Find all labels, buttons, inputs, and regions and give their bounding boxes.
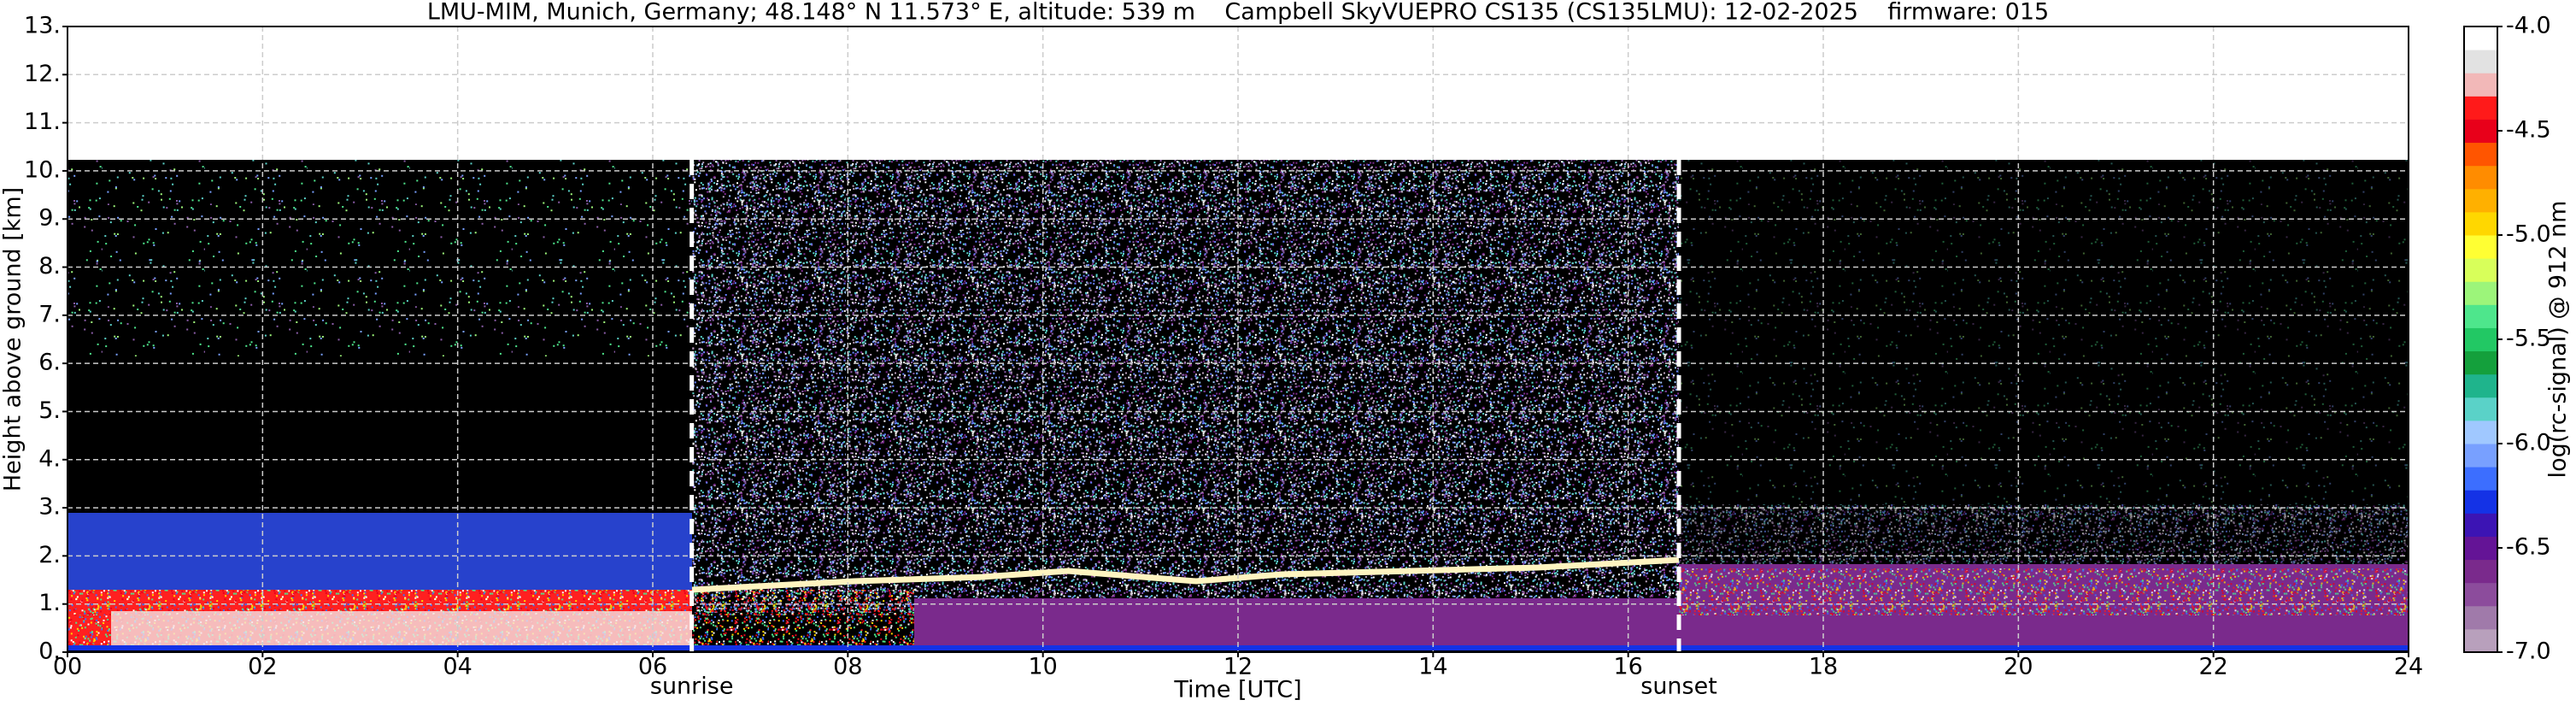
x-tick-label: 06 bbox=[638, 654, 667, 680]
heatmap-layer bbox=[692, 590, 914, 645]
y-tick-label: 1. bbox=[38, 590, 61, 616]
y-tick-label: 7. bbox=[38, 301, 61, 327]
y-tick-label: 11. bbox=[24, 109, 61, 135]
x-tick-label: 16 bbox=[1613, 654, 1642, 680]
x-tick-label: 10 bbox=[1028, 654, 1057, 680]
x-tick-label: 04 bbox=[443, 654, 472, 680]
colorbar-tick-label: -6.0 bbox=[2506, 430, 2551, 456]
colorbar-segment bbox=[2464, 50, 2497, 74]
colorbar-segment bbox=[2464, 235, 2497, 259]
plot-frame bbox=[67, 26, 2409, 653]
colorbar-tick-label: -5.0 bbox=[2506, 221, 2551, 248]
colorbar-segment bbox=[2464, 281, 2497, 305]
colorbar-segment bbox=[2464, 327, 2497, 352]
colorbar-segment bbox=[2464, 304, 2497, 328]
x-tick-label: 12 bbox=[1223, 654, 1253, 680]
heatmap-layer bbox=[67, 513, 692, 594]
y-tick-label: 8. bbox=[38, 253, 61, 279]
x-tick-label: 20 bbox=[2004, 654, 2033, 680]
heatmap-noise bbox=[1679, 504, 2409, 573]
annotation-label: sunrise bbox=[650, 674, 734, 700]
colorbar-segment bbox=[2464, 628, 2497, 653]
heatmap-layer bbox=[914, 598, 1679, 648]
colorbar-segment bbox=[2464, 165, 2497, 190]
heatmap-noise bbox=[692, 160, 1679, 613]
colorbar-segment bbox=[2464, 559, 2497, 584]
x-tick-label: 00 bbox=[53, 654, 82, 680]
colorbar-segment bbox=[2464, 374, 2497, 398]
heatmap-noise bbox=[67, 160, 692, 356]
x-axis-label: Time [UTC] bbox=[1173, 677, 1301, 703]
annotation-label: sunset bbox=[1640, 674, 1717, 700]
y-tick-label: 13. bbox=[24, 13, 61, 39]
heatmap-layer-top bbox=[691, 556, 1680, 593]
y-tick-label: 5. bbox=[38, 397, 61, 424]
colorbar-segment bbox=[2464, 188, 2497, 213]
heatmap-noise bbox=[1679, 160, 2409, 519]
y-tick-label: 6. bbox=[38, 350, 61, 376]
x-tick-label: 24 bbox=[2394, 654, 2423, 680]
colorbar-segment bbox=[2464, 444, 2497, 468]
y-tick-label: 12. bbox=[24, 61, 61, 87]
x-tick-label: 18 bbox=[1809, 654, 1838, 680]
colorbar-segment bbox=[2464, 258, 2497, 282]
colorbar-segment bbox=[2464, 142, 2497, 167]
x-tick-label: 14 bbox=[1418, 654, 1447, 680]
x-tick-label: 22 bbox=[2198, 654, 2227, 680]
y-tick-label: 3. bbox=[38, 494, 61, 521]
colorbar-tick-label: -5.5 bbox=[2506, 326, 2551, 352]
colorbar-segment bbox=[2464, 350, 2497, 375]
y-tick-label: 0. bbox=[38, 638, 61, 665]
x-tick-label: 08 bbox=[833, 654, 862, 680]
heatmap-layer bbox=[111, 611, 692, 645]
colorbar-segment bbox=[2464, 467, 2497, 491]
y-tick-label: 4. bbox=[38, 445, 61, 472]
heatmap-layer bbox=[67, 645, 2409, 650]
colorbar-tick-label: -6.5 bbox=[2506, 534, 2551, 561]
x-tick-label: 02 bbox=[248, 654, 277, 680]
colorbar-segment bbox=[2464, 96, 2497, 120]
y-tick-label: 10. bbox=[24, 156, 61, 183]
colorbar-segment bbox=[2464, 490, 2497, 514]
colorbar-segment bbox=[2464, 73, 2497, 97]
chart-title: LMU-MIM, Munich, Germany; 48.148° N 11.5… bbox=[427, 0, 2049, 26]
colorbar-segment bbox=[2464, 513, 2497, 537]
colorbar-segment bbox=[2464, 536, 2497, 561]
colorbar-segment bbox=[2464, 397, 2497, 421]
colorbar-segment bbox=[2464, 119, 2497, 144]
y-axis-label: Height above ground [km] bbox=[0, 187, 26, 491]
colorbar-segment bbox=[2464, 211, 2497, 236]
colorbar-segment bbox=[2464, 26, 2497, 50]
colorbar-segment bbox=[2464, 605, 2497, 630]
colorbar-segment bbox=[2464, 420, 2497, 444]
colorbar-tick-label: -4.0 bbox=[2506, 13, 2551, 39]
colorbar-tick-label: -4.5 bbox=[2506, 117, 2551, 144]
colorbar-label: log(rc-signal) @ 912 nm bbox=[2545, 201, 2572, 479]
colorbar-tick-label: -7.0 bbox=[2506, 638, 2551, 665]
heatmap-layer bbox=[1679, 568, 2409, 615]
y-tick-label: 9. bbox=[38, 205, 61, 232]
y-tick-label: 2. bbox=[38, 542, 61, 568]
colorbar-segment bbox=[2464, 582, 2497, 607]
